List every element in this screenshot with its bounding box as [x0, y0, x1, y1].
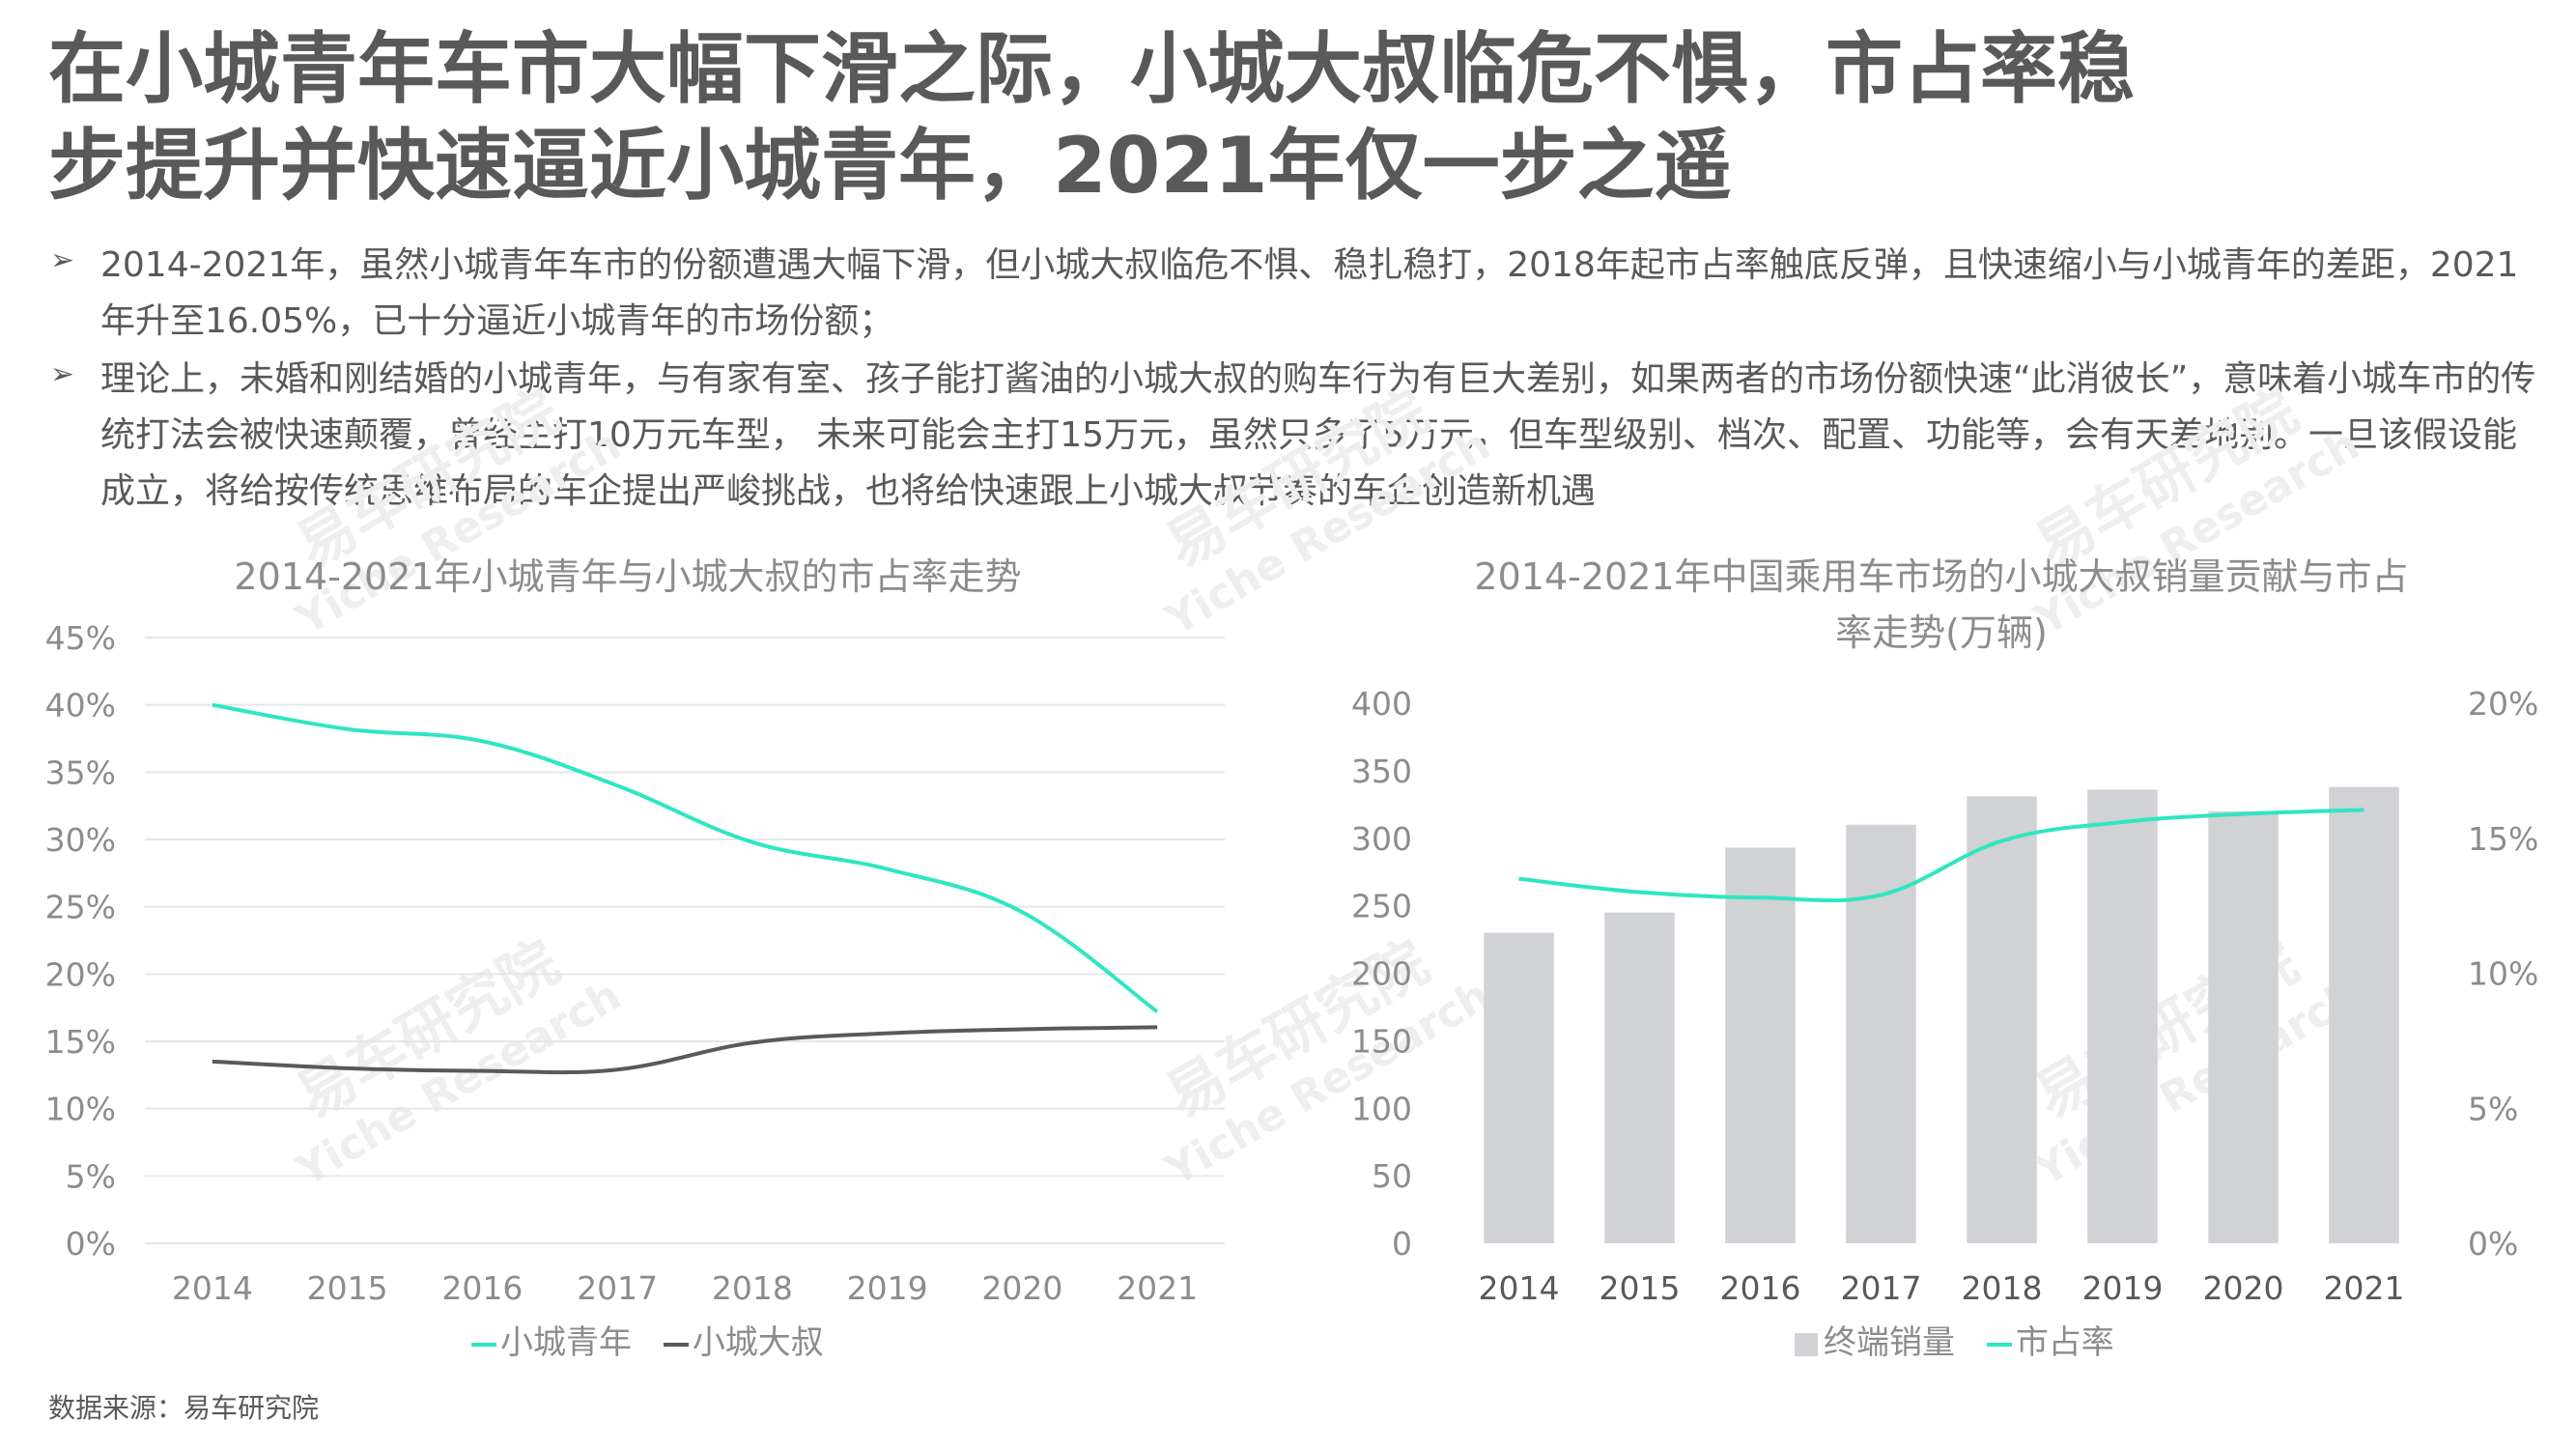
chart1-x-tick: 2016 — [441, 1269, 523, 1307]
chart1-x-tick: 2017 — [577, 1269, 658, 1307]
chart2-share-line — [1518, 808, 2364, 903]
chart2-y-tick: 250 — [1351, 888, 1412, 925]
legend-label: 小城青年 — [500, 1323, 632, 1362]
legend-item-sales: 终端销量 — [1795, 1316, 1955, 1363]
chart1-x-tick: 2020 — [981, 1269, 1062, 1307]
data-source: 数据来源：易车研究院 — [48, 1392, 320, 1424]
chart2-x-tick: 2019 — [2082, 1269, 2164, 1307]
chart1-y-tick: 30% — [45, 821, 116, 859]
chart2-x-tick: 2021 — [2324, 1269, 2405, 1307]
legend-swatch — [1795, 1332, 1818, 1356]
bullet-list: ➢ 2014-2021年，虽然小城青年车市的份额遭遇大幅下滑，但小城大叔临危不惧… — [50, 238, 2542, 522]
chart2-x-tick: 2017 — [1841, 1269, 1922, 1307]
page-title: 在小城青年车市大幅下滑之际，小城大叔临危不惧，市占率稳 步提升并快速逼近小城青年… — [48, 21, 2550, 214]
legend-item-xiaocheng-qingnian: 小城青年 — [471, 1316, 632, 1363]
bullet-text: 2014-2021年，虽然小城青年车市的份额遭遇大幅下滑，但小城大叔临危不惧、稳… — [100, 245, 2519, 341]
chart2-bar — [1604, 912, 1675, 1243]
chart2-x-tick: 2016 — [1720, 1269, 1801, 1307]
chart1-title: 2014-2021年小城青年与小城大叔的市占率走势 — [234, 555, 1022, 598]
bullet-item: ➢ 2014-2021年，虽然小城青年车市的份额遭遇大幅下滑，但小城大叔临危不惧… — [50, 238, 2542, 350]
chart2-x-tick: 2020 — [2203, 1269, 2284, 1307]
chart2-bar — [1484, 932, 1554, 1243]
legend-label: 小城大叔 — [692, 1323, 824, 1362]
chart1-y-tick: 15% — [45, 1023, 116, 1061]
chart1-x-tick: 2021 — [1117, 1269, 1198, 1307]
chart2-bar — [1725, 847, 1796, 1243]
chart1-y-tick: 10% — [45, 1091, 116, 1128]
chart2-y-tick: 150 — [1351, 1022, 1412, 1060]
arrow-bullet-icon: ➢ — [50, 243, 75, 277]
legend-swatch — [1986, 1342, 2012, 1347]
chart2-y2-tick: 15% — [2468, 820, 2538, 858]
bullet-item: ➢ 理论上，未婚和刚结婚的小城青年，与有家有室、孩子能打酱油的小城大叔的购车行为… — [50, 352, 2542, 520]
chart1-series-line-dashu — [212, 1025, 1158, 1075]
legend-label: 市占率 — [2015, 1323, 2114, 1362]
chart2-y-tick: 50 — [1372, 1157, 1412, 1195]
legend-swatch — [471, 1342, 496, 1347]
chart2-x-tick: 2018 — [1962, 1269, 2043, 1307]
chart1-x-tick: 2018 — [712, 1269, 793, 1307]
chart2-y-tick: 200 — [1351, 955, 1412, 993]
chart1-x-tick: 2019 — [847, 1269, 928, 1307]
chart2-y-tick: 350 — [1351, 753, 1412, 790]
chart2-y2-tick: 5% — [2468, 1090, 2518, 1127]
chart2-bar — [1967, 796, 2037, 1243]
legend-swatch — [663, 1342, 689, 1347]
chart1-series-line-qingnian — [212, 702, 1159, 1013]
chart1-x-tick: 2015 — [307, 1269, 388, 1307]
chart1-y-tick: 25% — [45, 889, 116, 926]
title-line-1: 在小城青年车市大幅下滑之际，小城大叔临危不惧，市占率稳 — [48, 24, 2135, 114]
chart2-y2-tick: 0% — [2468, 1225, 2518, 1263]
chart1-legend: 小城青年 小城大叔 — [471, 1316, 845, 1363]
chart2-y-tick: 100 — [1351, 1090, 1412, 1127]
chart1-y-tick: 45% — [45, 619, 116, 657]
title-line-2: 步提升并快速逼近小城青年，2021年仅一步之遥 — [48, 121, 1732, 211]
chart2-legend: 终端销量 市占率 — [1795, 1316, 2136, 1363]
chart2-bar — [2329, 786, 2399, 1243]
chart2-y-tick: 0 — [1392, 1225, 1412, 1263]
chart1-y-tick: 20% — [45, 955, 116, 993]
chart2-title: 2014-2021年中国乘用车市场的小城大叔销量贡献与市占率走势(万辆) — [1474, 555, 2409, 654]
legend-item-xiaocheng-dashu: 小城大叔 — [663, 1316, 824, 1363]
chart2-y-tick: 400 — [1351, 685, 1412, 723]
chart2-x-tick: 2014 — [1479, 1269, 1560, 1307]
bullet-text: 理论上，未婚和刚结婚的小城青年，与有家有室、孩子能打酱油的小城大叔的购车行为有巨… — [100, 359, 2536, 511]
chart1-x-tick: 2014 — [172, 1269, 253, 1307]
chart2-x-tick: 2015 — [1599, 1269, 1681, 1307]
chart2-y2-tick: 10% — [2468, 955, 2538, 993]
chart1-y-tick: 40% — [45, 687, 116, 724]
legend-item-share: 市占率 — [1986, 1316, 2114, 1363]
chart2-bar — [2087, 789, 2158, 1243]
chart1-y-tick: 35% — [45, 753, 116, 791]
chart2-y-tick: 300 — [1351, 820, 1412, 858]
chart1-y-tick: 0% — [66, 1225, 116, 1263]
arrow-bullet-icon: ➢ — [50, 357, 75, 391]
chart1-y-tick: 5% — [66, 1157, 116, 1195]
chart2-bar — [2208, 810, 2279, 1243]
chart2-y2-tick: 20% — [2468, 685, 2538, 723]
legend-label: 终端销量 — [1824, 1323, 1955, 1362]
